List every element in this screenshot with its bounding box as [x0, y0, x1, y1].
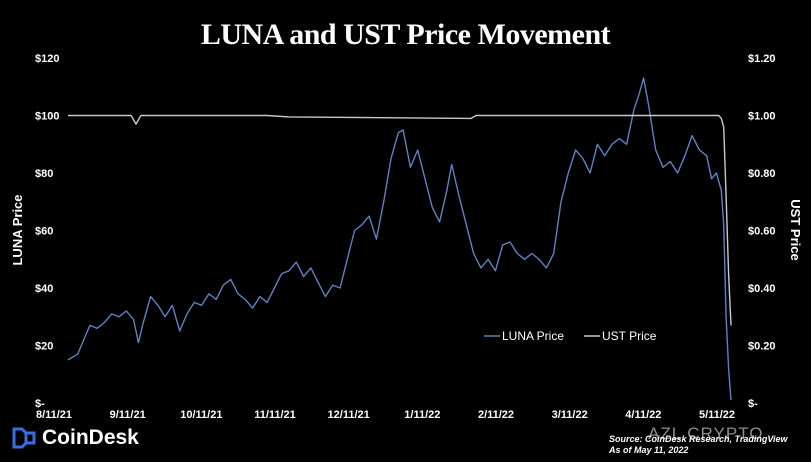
- brand: CoinDesk: [12, 426, 139, 450]
- x-tick-label: 3/11/22: [552, 409, 588, 421]
- coindesk-logo-icon: [12, 427, 36, 449]
- x-tick-label: 1/11/22: [404, 409, 440, 421]
- y-left-tick-label: $60: [35, 226, 53, 238]
- x-tick-label: 10/11/21: [180, 409, 222, 421]
- y-right-tick-label: $-: [748, 398, 758, 410]
- y-right-tick-label: $1.00: [748, 111, 776, 123]
- y-right-tick-label: $0.40: [748, 283, 776, 295]
- x-tick-label: 4/11/22: [625, 409, 661, 421]
- y-left-axis-label: LUNA Price: [10, 194, 25, 265]
- source-line: Source: CoinDesk Research, TradingView: [609, 434, 788, 444]
- legend-label: LUNA Price: [502, 329, 564, 343]
- x-tick-label: 12/11/21: [328, 409, 370, 421]
- x-tick-label: 11/11/21: [254, 409, 296, 421]
- legend: LUNA Price UST Price: [484, 329, 657, 343]
- series-line-luna-price: [67, 77, 732, 401]
- source-note: Source: CoinDesk Research, TradingView A…: [609, 434, 788, 456]
- y-right-axis-label: UST Price: [788, 199, 803, 260]
- page-title: LUNA and UST Price Movement: [200, 18, 611, 51]
- x-tick-label: 2/11/22: [478, 409, 514, 421]
- x-tick-label: 8/11/21: [36, 409, 72, 421]
- x-tick-label: 5/11/22: [699, 409, 735, 421]
- watermark: AZL CRYPTO: [648, 424, 764, 443]
- y-left-tick-label: $100: [35, 111, 59, 123]
- y-left-tick-label: $80: [35, 168, 53, 180]
- legend-label: UST Price: [602, 329, 657, 343]
- y-left-tick-label: $20: [35, 341, 53, 353]
- y-right-tick-label: $0.20: [748, 341, 776, 353]
- series-line-ust-price: [68, 114, 732, 326]
- y-right-tick-label: $0.80: [748, 168, 776, 180]
- y-left-tick-label: $40: [35, 283, 53, 295]
- source-date: As of May 11, 2022: [609, 445, 689, 455]
- y-right-tick-label: $0.60: [748, 226, 776, 238]
- y-left-tick-label: $120: [35, 53, 59, 65]
- y-right-tick-label: $1.20: [748, 53, 776, 65]
- brand-name: CoinDesk: [42, 426, 139, 449]
- x-tick-label: 9/11/21: [110, 409, 146, 421]
- y-left-tick-label: $-: [35, 398, 45, 410]
